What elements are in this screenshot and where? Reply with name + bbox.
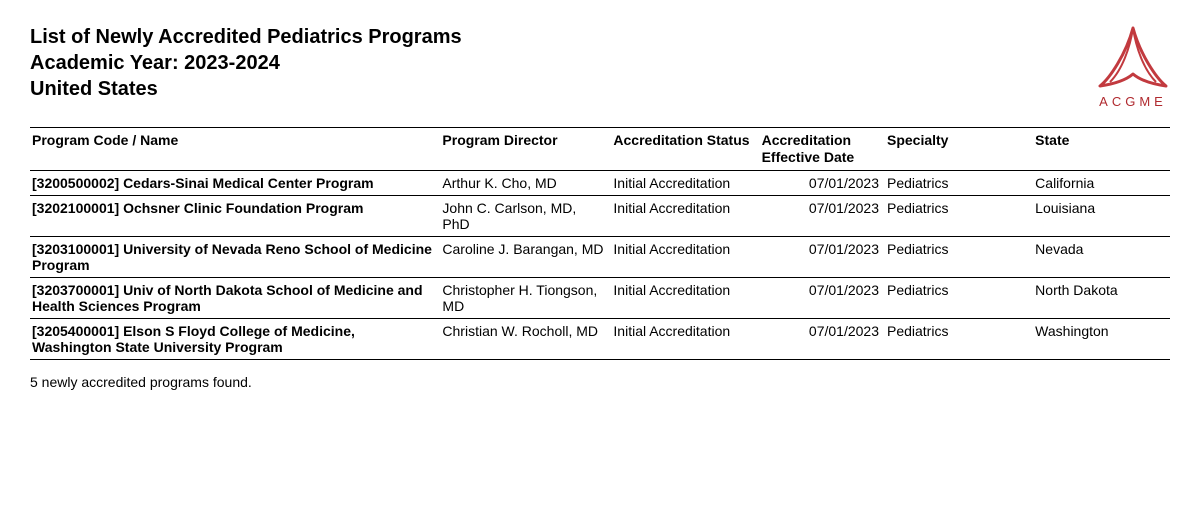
table-header-row: Program Code / Name Program Director Acc… — [30, 128, 1170, 171]
footer-count: 5 newly accredited programs found. — [30, 374, 1170, 390]
cell-program-director: Caroline J. Barangan, MD — [440, 236, 611, 277]
cell-accreditation-status: Initial Accreditation — [611, 195, 759, 236]
logo-text: ACGME — [1096, 94, 1170, 109]
title-line-2: Academic Year: 2023-2024 — [30, 50, 462, 76]
col-program-director: Program Director — [440, 128, 611, 171]
col-program-name: Program Code / Name — [30, 128, 440, 171]
cell-specialty: Pediatrics — [885, 236, 1033, 277]
table-row: [3203100001] University of Nevada Reno S… — [30, 236, 1170, 277]
col-specialty: Specialty — [885, 128, 1033, 171]
cell-program-name: [3203700001] Univ of North Dakota School… — [30, 277, 440, 318]
header-row: List of Newly Accredited Pediatrics Prog… — [30, 24, 1170, 109]
title-line-3: United States — [30, 76, 462, 102]
cell-program-director: Christopher H. Tiongson, MD — [440, 277, 611, 318]
col-accreditation-status: Accreditation Status — [611, 128, 759, 171]
col-state: State — [1033, 128, 1170, 171]
cell-state: Nevada — [1033, 236, 1170, 277]
table-row: [3202100001] Ochsner Clinic Foundation P… — [30, 195, 1170, 236]
cell-accreditation-status: Initial Accreditation — [611, 236, 759, 277]
table-row: [3203700001] Univ of North Dakota School… — [30, 277, 1170, 318]
programs-table: Program Code / Name Program Director Acc… — [30, 127, 1170, 360]
cell-specialty: Pediatrics — [885, 318, 1033, 359]
logo-block: ACGME — [1096, 24, 1170, 109]
cell-accreditation-date: 07/01/2023 — [760, 170, 885, 195]
cell-state: Louisiana — [1033, 195, 1170, 236]
cell-state: Washington — [1033, 318, 1170, 359]
cell-state: North Dakota — [1033, 277, 1170, 318]
cell-accreditation-date: 07/01/2023 — [760, 277, 885, 318]
acgme-logo-icon — [1096, 26, 1170, 92]
title-block: List of Newly Accredited Pediatrics Prog… — [30, 24, 462, 102]
cell-accreditation-date: 07/01/2023 — [760, 195, 885, 236]
cell-state: California — [1033, 170, 1170, 195]
cell-program-director: Arthur K. Cho, MD — [440, 170, 611, 195]
cell-accreditation-date: 07/01/2023 — [760, 318, 885, 359]
table-row: [3205400001] Elson S Floyd College of Me… — [30, 318, 1170, 359]
cell-accreditation-status: Initial Accreditation — [611, 318, 759, 359]
cell-program-director: John C. Carlson, MD, PhD — [440, 195, 611, 236]
cell-accreditation-status: Initial Accreditation — [611, 170, 759, 195]
cell-accreditation-status: Initial Accreditation — [611, 277, 759, 318]
cell-specialty: Pediatrics — [885, 170, 1033, 195]
cell-specialty: Pediatrics — [885, 195, 1033, 236]
col-accreditation-date: Accreditation Effective Date — [760, 128, 885, 171]
cell-program-name: [3202100001] Ochsner Clinic Foundation P… — [30, 195, 440, 236]
cell-program-name: [3205400001] Elson S Floyd College of Me… — [30, 318, 440, 359]
cell-accreditation-date: 07/01/2023 — [760, 236, 885, 277]
cell-program-name: [3203100001] University of Nevada Reno S… — [30, 236, 440, 277]
cell-program-name: [3200500002] Cedars-Sinai Medical Center… — [30, 170, 440, 195]
title-line-1: List of Newly Accredited Pediatrics Prog… — [30, 24, 462, 50]
cell-specialty: Pediatrics — [885, 277, 1033, 318]
cell-program-director: Christian W. Rocholl, MD — [440, 318, 611, 359]
table-row: [3200500002] Cedars-Sinai Medical Center… — [30, 170, 1170, 195]
